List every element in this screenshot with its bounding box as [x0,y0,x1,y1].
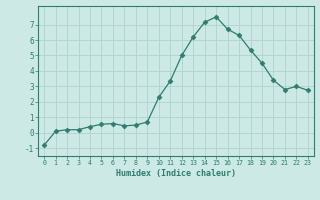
X-axis label: Humidex (Indice chaleur): Humidex (Indice chaleur) [116,169,236,178]
